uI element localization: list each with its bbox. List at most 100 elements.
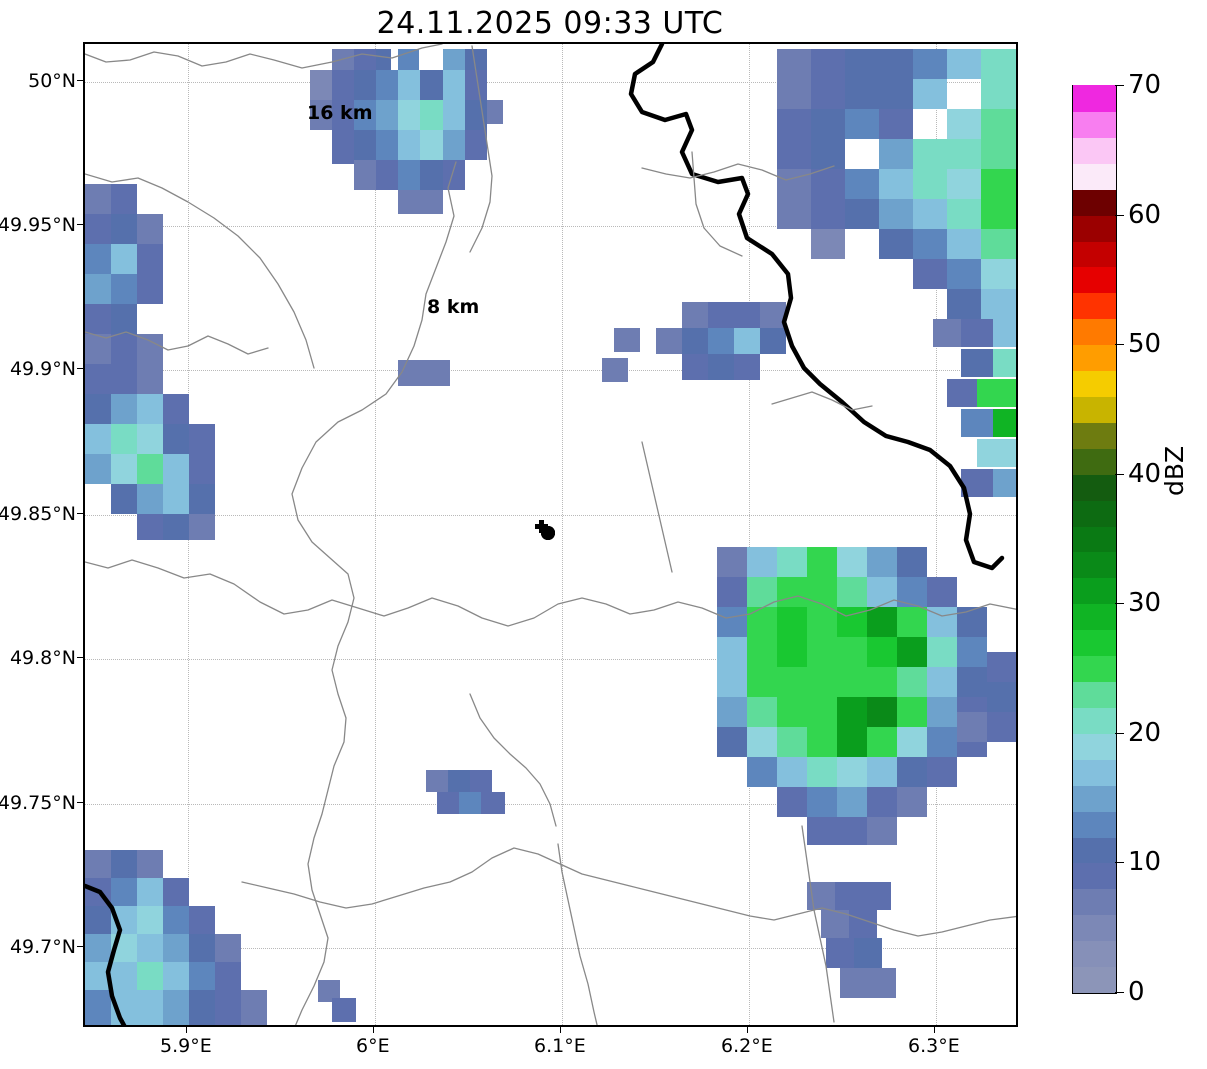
colorbar-label-70: 70 [1128,70,1162,100]
radar-echo-cell [840,968,868,998]
radar-echo-cell [845,169,879,199]
radar-echo-cell [879,139,913,169]
colorbar [1072,85,1117,994]
colorbar-tick-60 [1115,214,1124,216]
radar-echo-cell [747,667,777,697]
radar-echo-cell [913,49,947,79]
radar-echo-cell [867,817,897,845]
radar-echo-cell [465,130,487,160]
radar-echo-cell [420,100,443,134]
y-tick-6 [77,946,83,948]
radar-echo-cell [717,577,747,607]
y-tick-3 [77,512,83,514]
radar-echo-cell [85,454,111,484]
radar-echo-cell [111,424,137,454]
y-axis-label-4: 49.8°N [9,647,76,670]
colorbar-label-0: 0 [1128,977,1145,1007]
radar-echo-cell [811,199,845,229]
radar-echo-cell [837,667,867,697]
regional-border-s2 [557,843,598,1025]
radar-echo-cell [868,968,896,998]
gridline-horizontal-1 [85,225,1016,227]
radar-echo-cell [987,652,1016,682]
radar-echo-cell [807,637,837,667]
colorbar-band-19 [1073,474,1116,501]
radar-echo-cell [807,667,837,697]
colorbar-label-60: 60 [1128,199,1162,230]
radar-echo-cell [957,607,987,637]
radar-echo-cell [708,354,734,380]
radar-echo-cell [163,484,189,514]
radar-echo-cell [111,364,137,394]
radar-echo-cell [867,667,897,697]
radar-echo-cell [993,469,1016,497]
radar-echo-cell [241,990,267,1025]
colorbar-band-13 [1073,629,1116,657]
colorbar-tick-50 [1115,344,1124,346]
colorbar-band-22 [1073,396,1116,423]
radar-echo-cell [913,139,947,169]
x-tick-4 [933,1027,935,1033]
colorbar-band-1 [1073,940,1116,968]
radar-echo-cell [443,70,465,100]
radar-echo-cell [734,328,760,354]
radar-echo-cell [111,214,137,244]
radar-echo-cell [760,302,786,328]
y-axis-label-3: 49.85°N [0,502,76,525]
colorbar-label-40: 40 [1128,458,1162,489]
radar-echo-cell [137,334,163,364]
radar-echo-cell [837,577,867,607]
radar-echo-cell [614,328,640,352]
radar-echo-cell [189,514,215,540]
radar-echo-cell [708,328,734,354]
radar-echo-cell [837,607,867,637]
radar-echo-cell [85,990,111,1025]
radar-echo-cell [85,962,111,990]
radar-echo-cell [398,360,424,386]
colorbar-band-27 [1073,266,1116,294]
radar-echo-cell [137,214,163,244]
radar-echo-cell [420,130,443,164]
radar-echo-cell [854,938,882,968]
colorbar-band-7 [1073,785,1116,812]
radar-echo-cell [111,906,137,934]
colorbar-band-15 [1073,577,1116,605]
radar-echo-cell [897,607,927,637]
radar-echo-cell [913,229,947,259]
radar-echo-cell [947,379,977,407]
gridline-vertical-1 [374,44,376,1025]
radar-echo-cell [163,514,189,540]
radar-echo-cell [863,882,891,910]
radar-echo-cell [777,787,807,817]
radar-plot-area[interactable]: 16 km 8 km [83,42,1018,1027]
radar-echo-cell [826,938,854,968]
colorbar-band-21 [1073,422,1116,449]
radar-echo-cell [760,328,786,354]
radar-echo-cell [310,70,332,100]
radar-echo-cell [811,49,845,79]
radar-echo-cell [849,910,877,938]
radar-echo-cell [867,787,897,817]
regional-border-south [241,847,1016,937]
radar-echo-cell [777,727,807,757]
radar-echo-cell [189,484,215,514]
radar-echo-cell [85,850,111,878]
radar-echo-cell [807,882,835,910]
radar-echo-cell [777,697,807,727]
radar-echo-cell [111,878,137,906]
radar-echo-cell [189,934,215,962]
x-axis-label-3: 6.2°E [720,1035,773,1057]
radar-echo-cell [977,379,1016,407]
radar-echo-cell [981,259,1016,289]
radar-echo-cell [111,334,137,364]
radar-echo-cell [682,302,708,328]
y-tick-4 [77,657,83,659]
range-ring-label-16km: 16 km [307,102,373,124]
radar-echo-cell [717,667,747,697]
radar-echo-cell [682,354,708,380]
radar-echo-cell [807,577,837,607]
colorbar-band-9 [1073,733,1116,760]
radar-echo-cell [867,607,897,637]
radar-echo-cell [137,484,163,514]
x-axis-label-0: 5.9°E [159,1035,212,1057]
